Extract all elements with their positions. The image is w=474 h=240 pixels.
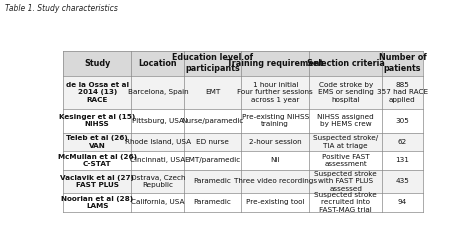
Text: Kesinger et al (15)
NIHSS: Kesinger et al (15) NIHSS: [59, 114, 135, 127]
Text: 885
357 had RACE
applied: 885 357 had RACE applied: [377, 82, 428, 103]
Text: Training requirement: Training requirement: [227, 59, 323, 68]
Bar: [63, 109, 423, 133]
Text: 1 hour initial
Four further sessions
across 1 year: 1 hour initial Four further sessions acr…: [237, 82, 313, 103]
Text: EMT: EMT: [205, 90, 220, 96]
Text: EMT/paramedic: EMT/paramedic: [184, 157, 241, 163]
Text: 2-hour session: 2-hour session: [249, 139, 301, 145]
Bar: [63, 133, 423, 151]
Text: Table 1. Study characteristics: Table 1. Study characteristics: [5, 4, 118, 12]
Text: Cincinnati, USA: Cincinnati, USA: [130, 157, 185, 163]
Text: Nil: Nil: [271, 157, 280, 163]
Text: Location: Location: [138, 59, 177, 68]
Text: 94: 94: [398, 199, 407, 205]
Bar: [63, 151, 423, 170]
Bar: [63, 170, 423, 193]
Text: McMullan et al (26)
C-STAT: McMullan et al (26) C-STAT: [58, 154, 137, 167]
Text: Noorian et al (28)
LAMS: Noorian et al (28) LAMS: [61, 196, 133, 209]
Text: Paramedic: Paramedic: [194, 199, 231, 205]
Text: Barcelona, Spain: Barcelona, Spain: [128, 90, 188, 96]
Bar: [63, 76, 423, 109]
Text: Pre-existing tool: Pre-existing tool: [246, 199, 304, 205]
Text: Vaclavik et al (27)
FAST PLUS: Vaclavik et al (27) FAST PLUS: [60, 175, 134, 188]
Text: 62: 62: [398, 139, 407, 145]
Text: ED nurse: ED nurse: [196, 139, 229, 145]
Text: Ostrava, Czech
Republic: Ostrava, Czech Republic: [130, 175, 185, 188]
Text: de la Ossa et al
2014 (13)
RACE: de la Ossa et al 2014 (13) RACE: [66, 82, 128, 103]
Text: Selection criteria: Selection criteria: [307, 59, 384, 68]
Text: Suspected stroke
with FAST PLUS
assessed: Suspected stroke with FAST PLUS assessed: [314, 171, 377, 192]
Text: Three video recordings: Three video recordings: [234, 179, 317, 185]
Text: Code stroke by
EMS or sending
hospital: Code stroke by EMS or sending hospital: [318, 82, 374, 103]
Text: Study: Study: [84, 59, 110, 68]
Text: Pre-existing NIHSS
training: Pre-existing NIHSS training: [242, 114, 309, 127]
Text: California, USA: California, USA: [131, 199, 184, 205]
Text: Education level of
participants: Education level of participants: [172, 54, 253, 73]
Text: Teleb et al (26)
VAN: Teleb et al (26) VAN: [66, 135, 128, 149]
Text: Paramedic: Paramedic: [194, 179, 231, 185]
Bar: [63, 193, 423, 212]
Text: Nurse/paramedic: Nurse/paramedic: [182, 118, 244, 124]
Text: Suspected stroke
recruited into
FAST-MAG trial: Suspected stroke recruited into FAST-MAG…: [314, 192, 377, 213]
Text: Rhode Island, USA: Rhode Island, USA: [125, 139, 191, 145]
Text: Positive FAST
assessment: Positive FAST assessment: [322, 154, 369, 167]
Text: Suspected stroke/
TIA at triage: Suspected stroke/ TIA at triage: [313, 135, 378, 149]
Text: Pittsburg, USA: Pittsburg, USA: [132, 118, 184, 124]
Bar: [63, 51, 423, 76]
Text: 131: 131: [395, 157, 410, 163]
Text: NIHSS assigned
by HEMS crew: NIHSS assigned by HEMS crew: [317, 114, 374, 127]
Text: Number of
patients: Number of patients: [379, 54, 426, 73]
Text: 435: 435: [395, 179, 410, 185]
Text: 305: 305: [395, 118, 410, 124]
